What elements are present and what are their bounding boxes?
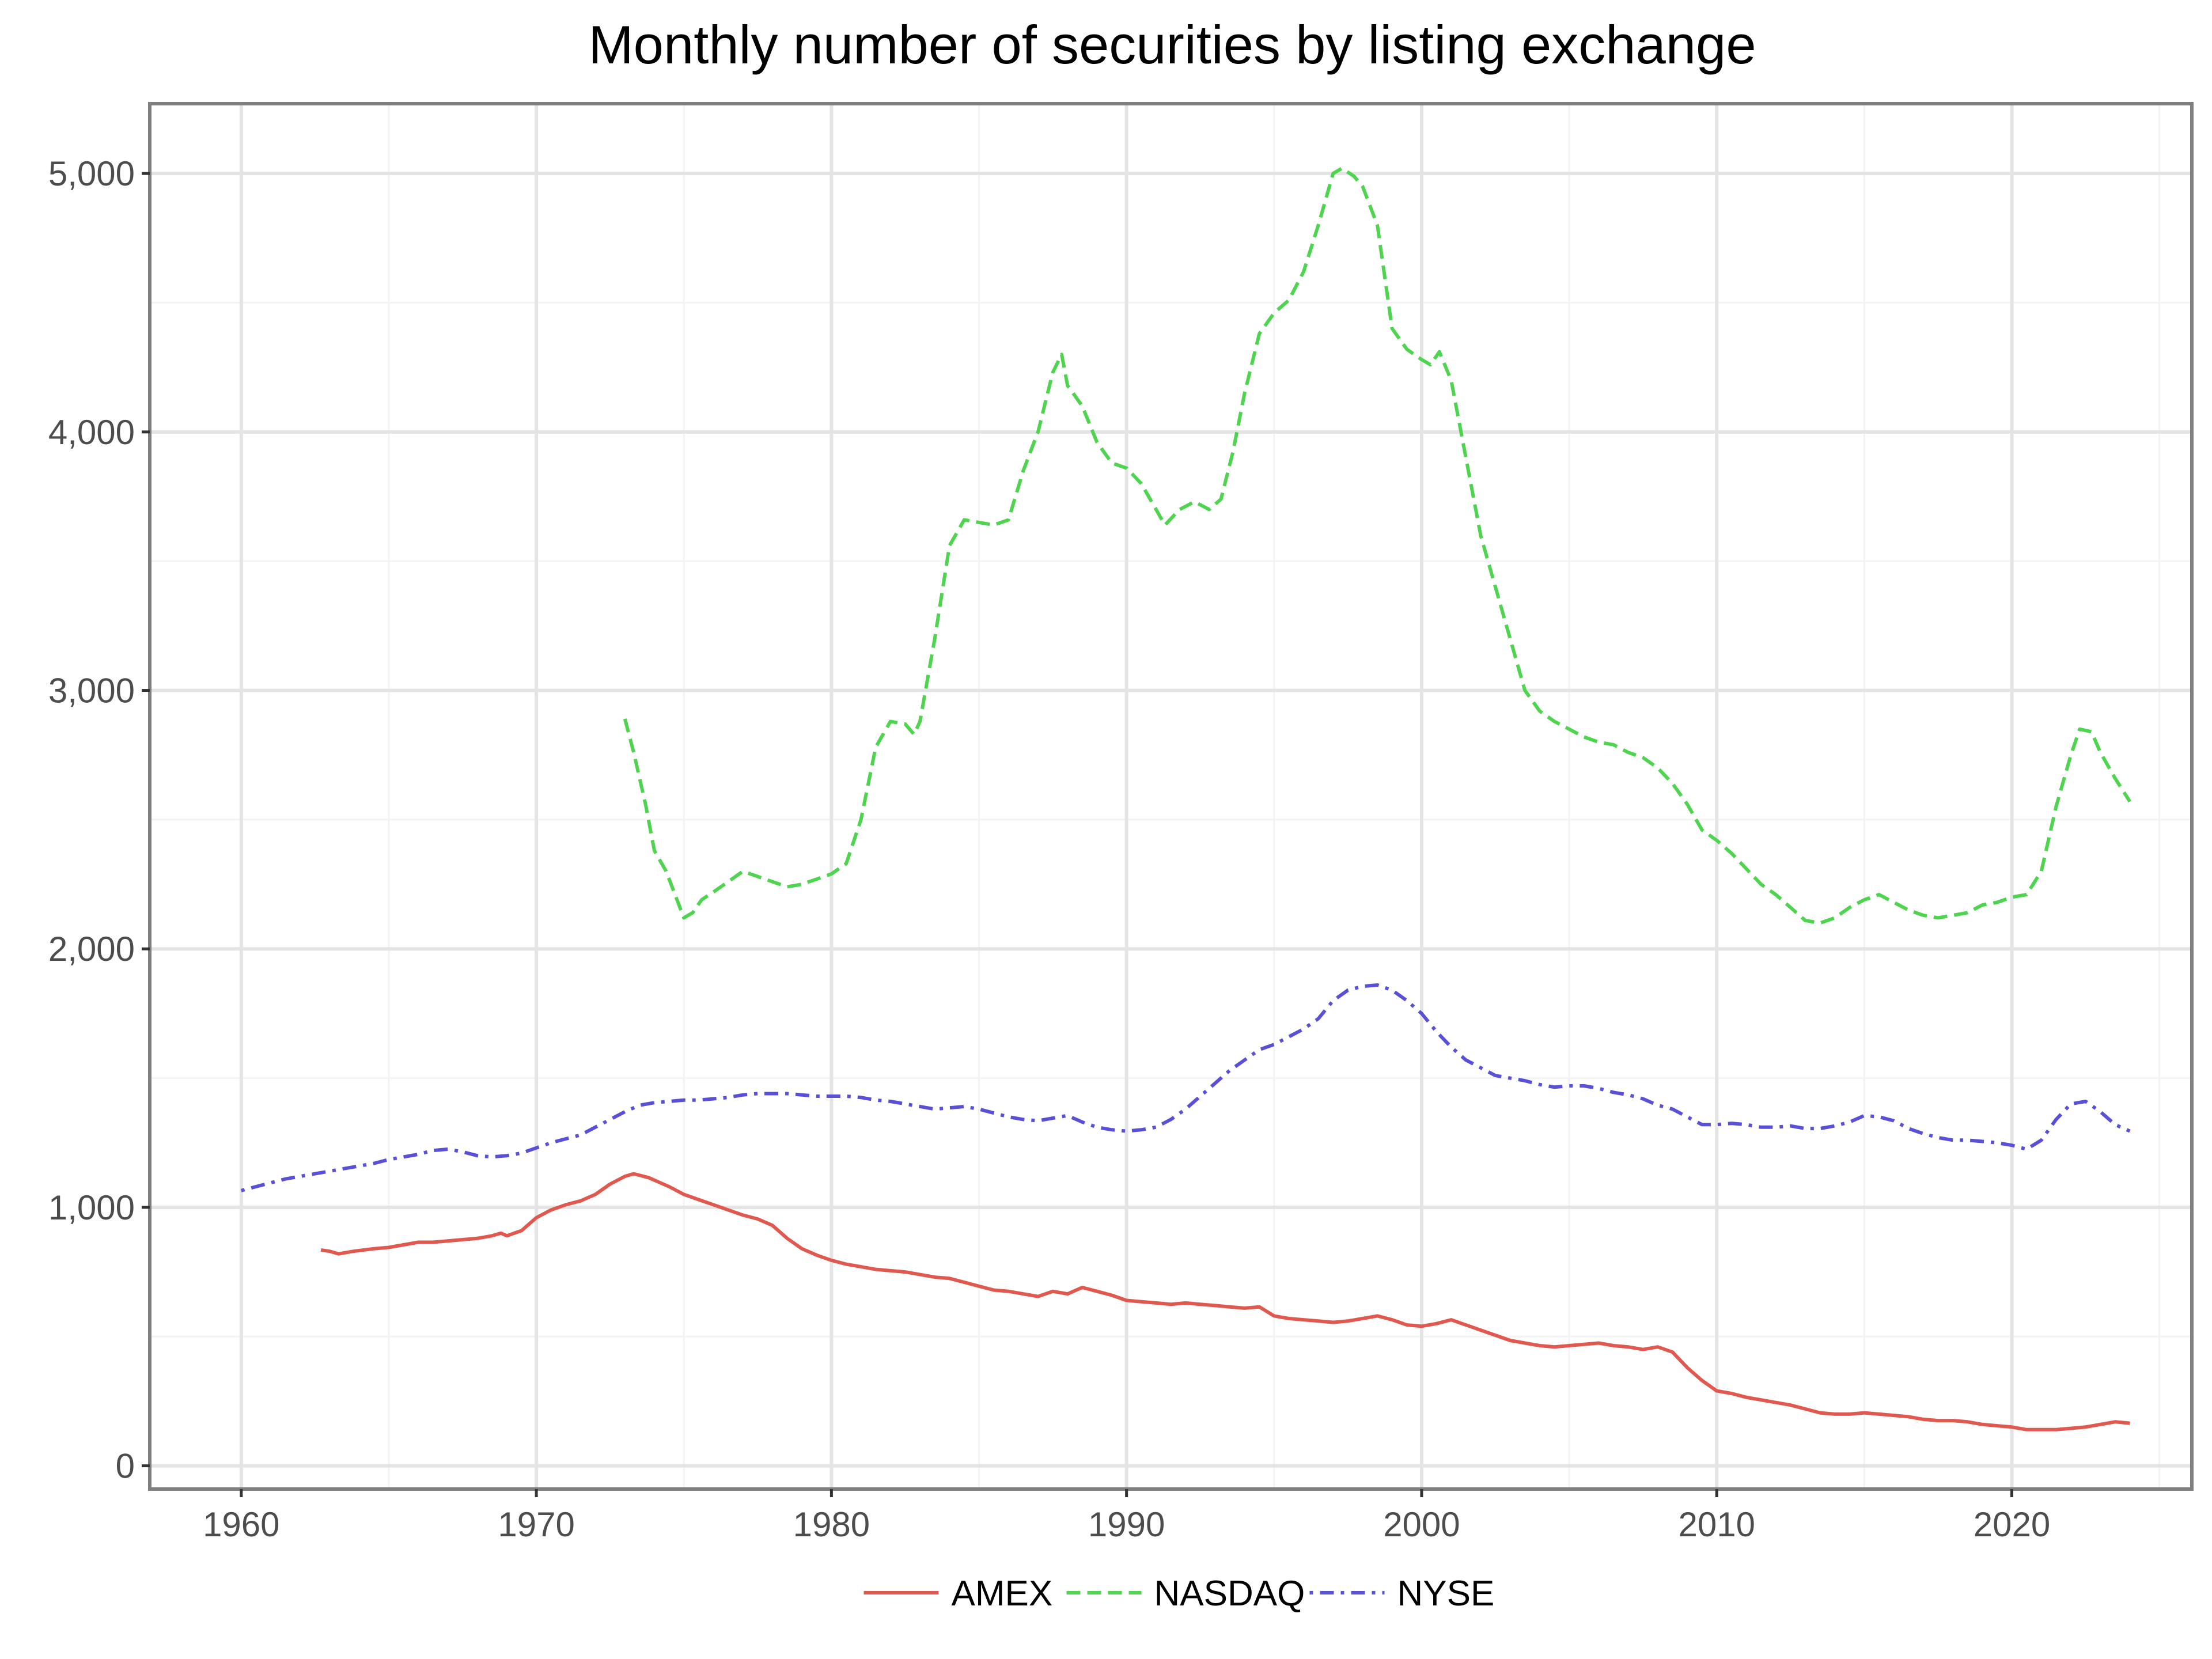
- grid: [150, 104, 2192, 1489]
- y-tick-label: 4,000: [48, 413, 135, 452]
- y-tick-label: 0: [116, 1447, 135, 1486]
- y-tick-label: 2,000: [48, 930, 135, 968]
- y-tick-label: 3,000: [48, 672, 135, 710]
- plot-panel: [148, 102, 2194, 1491]
- x-tick-label: 1980: [793, 1505, 870, 1544]
- legend: AMEX NASDAQ NYSE: [863, 1574, 1495, 1613]
- legend-label-nasdaq: NASDAQ: [1154, 1574, 1305, 1613]
- plot-series: [241, 166, 2131, 1431]
- x-tick-label: 1960: [203, 1505, 279, 1544]
- y-tick-label: 1,000: [48, 1188, 135, 1227]
- x-tick-label: 2000: [1383, 1505, 1460, 1544]
- y-tick-label: 5,000: [48, 154, 135, 193]
- x-tick-label: 2020: [1974, 1505, 2050, 1544]
- chart-title: Monthly number of securities by listing …: [588, 14, 1756, 75]
- series-line-amex: [320, 1172, 2130, 1431]
- legend-label-amex: AMEX: [952, 1574, 1053, 1613]
- x-tick-label: 1990: [1088, 1505, 1165, 1544]
- series-line-nasdaq: [623, 166, 2131, 925]
- x-tick-label: 2010: [1678, 1505, 1755, 1544]
- x-tick-label: 1970: [498, 1505, 574, 1544]
- series-line-nyse: [241, 983, 2131, 1192]
- axes: 1960 1970 1980 1990 2000 2010 2020 0 1,000 2,000 3…: [48, 154, 2050, 1544]
- legend-label-nyse: NYSE: [1397, 1574, 1495, 1613]
